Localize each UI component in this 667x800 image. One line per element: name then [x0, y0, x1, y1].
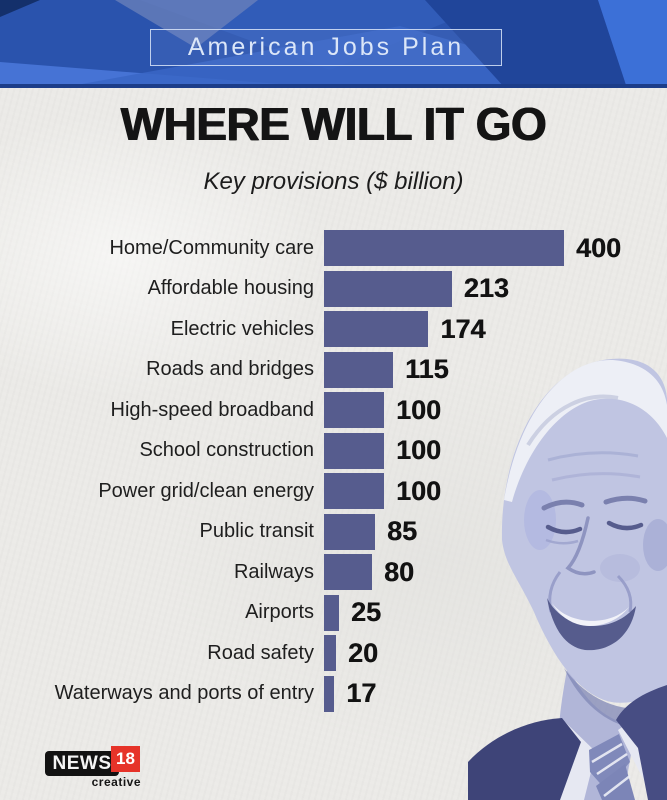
chart-row: Affordable housing 213: [0, 269, 667, 310]
chart-row: Electric vehicles 174: [0, 309, 667, 350]
bar-value: 100: [396, 475, 442, 506]
bar-label: Electric vehicles: [170, 317, 314, 340]
bar: [324, 513, 375, 550]
chart-row: Roads and bridges 115: [0, 350, 667, 391]
bar-chart: Home/Community care 400 Affordable housing…: [0, 228, 667, 714]
bar-value: 400: [576, 232, 622, 263]
chart-row: School construction 100: [0, 431, 667, 472]
bar: [324, 635, 336, 672]
bar-label: Road safety: [207, 641, 314, 664]
news18-logo-news-box: NEWS: [45, 751, 119, 776]
bar: [324, 311, 429, 348]
bar-label: Roads and bridges: [146, 358, 314, 381]
bar-value: 17: [346, 678, 377, 709]
chart-row: Home/Community care 400: [0, 228, 667, 269]
joe-biden-portrait-photo: [468, 358, 667, 800]
bar-label: Waterways and ports of entry: [54, 682, 314, 705]
bar-label: High-speed broadband: [110, 398, 315, 421]
chart-row: Road safety 20: [0, 633, 667, 674]
banner-label: American Jobs Plan: [187, 33, 465, 61]
bar: [324, 392, 384, 429]
bar: [324, 473, 384, 510]
header-band: American Jobs Plan: [0, 0, 667, 88]
page-title: WHERE WILL IT GO: [120, 98, 547, 150]
bar-value: 20: [348, 637, 379, 668]
bar-value: 80: [384, 556, 415, 587]
bar: [324, 230, 564, 267]
bar-label: Airports: [245, 601, 314, 624]
bar-value: 174: [440, 313, 486, 344]
bar-value: 115: [405, 354, 449, 385]
banner-american-jobs-plan: American Jobs Plan: [150, 29, 502, 66]
header-facet-background: [0, 0, 667, 88]
bar: [324, 554, 372, 591]
bar-label: Power grid/clean energy: [98, 479, 314, 502]
chart-row: Airports 25: [0, 593, 667, 634]
bar: [324, 675, 335, 712]
page-subtitle: Key provisions ($ billion): [203, 168, 464, 195]
chart-row: Railways 80: [0, 552, 667, 593]
bar-value: 25: [351, 597, 382, 628]
bar-value: 100: [396, 435, 442, 466]
bar: [324, 432, 384, 469]
news18-logo-18-text: 18: [116, 749, 135, 768]
chart-row: Public transit 85: [0, 512, 667, 553]
news18-logo-18-box: 18: [111, 746, 140, 772]
bar: [324, 270, 452, 307]
bar-label: Affordable housing: [147, 277, 314, 300]
bar-value: 213: [463, 273, 509, 304]
news18-creative-logo: NEWS 18 creative: [45, 744, 155, 789]
chart-row: High-speed broadband 100: [0, 390, 667, 431]
bar: [324, 594, 339, 631]
bar-label: Railways: [233, 560, 314, 583]
news18-logo-news-text: NEWS: [52, 752, 112, 774]
chart-row: Waterways and ports of entry 17: [0, 674, 667, 715]
bar: [324, 351, 393, 388]
bar-value: 100: [396, 394, 442, 425]
chart-row: Power grid/clean energy 100: [0, 471, 667, 512]
bar-label: School construction: [139, 439, 314, 462]
bar-label: Public transit: [199, 520, 315, 543]
bar-label: Home/Community care: [109, 236, 314, 259]
news18-logo-creative-text: creative: [91, 775, 141, 789]
bar-value: 85: [387, 516, 418, 547]
